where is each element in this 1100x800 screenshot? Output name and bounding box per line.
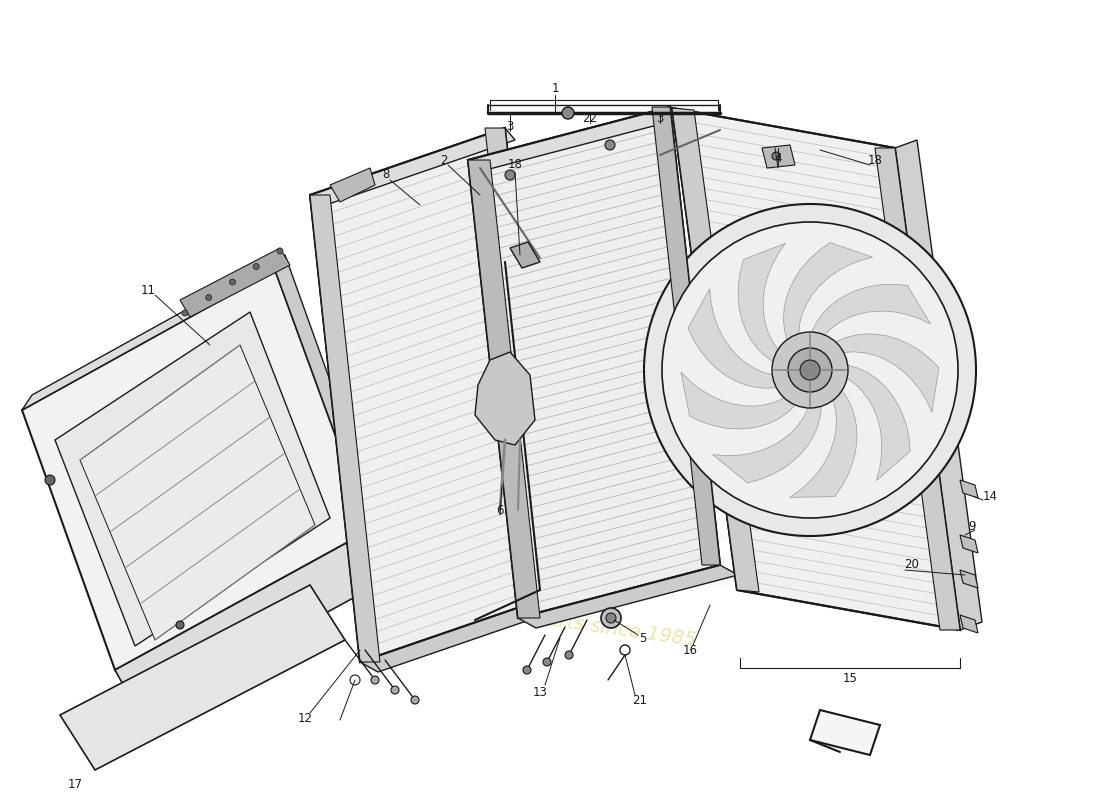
Circle shape — [772, 332, 848, 408]
Polygon shape — [468, 107, 720, 618]
Polygon shape — [688, 289, 784, 388]
Text: 18: 18 — [868, 154, 882, 166]
Polygon shape — [475, 352, 535, 445]
Circle shape — [601, 608, 621, 628]
Text: 12: 12 — [297, 711, 312, 725]
Polygon shape — [310, 128, 556, 662]
Text: 13: 13 — [532, 686, 548, 698]
Text: 3: 3 — [657, 111, 663, 125]
Circle shape — [45, 475, 55, 485]
Polygon shape — [738, 243, 785, 366]
Circle shape — [522, 666, 531, 674]
Polygon shape — [960, 615, 978, 633]
Polygon shape — [839, 364, 911, 481]
Text: 22: 22 — [583, 111, 597, 125]
Text: 9: 9 — [968, 521, 976, 534]
Polygon shape — [468, 160, 540, 618]
Polygon shape — [510, 242, 540, 268]
Polygon shape — [518, 565, 738, 628]
Polygon shape — [960, 570, 978, 588]
Polygon shape — [960, 535, 978, 553]
Polygon shape — [810, 710, 880, 755]
Polygon shape — [360, 595, 573, 672]
Polygon shape — [468, 107, 680, 172]
Polygon shape — [180, 248, 290, 317]
Text: 2: 2 — [440, 154, 448, 166]
Circle shape — [562, 107, 574, 119]
Polygon shape — [790, 384, 857, 498]
Text: EURO: EURO — [106, 439, 495, 561]
Polygon shape — [652, 107, 720, 565]
Circle shape — [411, 696, 419, 704]
Polygon shape — [810, 284, 931, 342]
Polygon shape — [713, 398, 822, 483]
Text: spares: spares — [450, 516, 749, 604]
Text: 8: 8 — [383, 169, 389, 182]
Circle shape — [606, 613, 616, 623]
Circle shape — [662, 222, 958, 518]
Polygon shape — [828, 334, 939, 412]
Circle shape — [371, 676, 380, 684]
Polygon shape — [895, 140, 982, 630]
Text: 20: 20 — [904, 558, 920, 571]
Text: 16: 16 — [682, 643, 697, 657]
Polygon shape — [783, 242, 872, 347]
Text: 5: 5 — [639, 631, 647, 645]
Circle shape — [800, 360, 820, 380]
Polygon shape — [485, 128, 556, 595]
Text: 3: 3 — [506, 119, 514, 133]
Text: 17: 17 — [67, 778, 82, 791]
Polygon shape — [672, 108, 759, 592]
Text: 4: 4 — [774, 151, 782, 165]
Polygon shape — [55, 312, 330, 646]
Circle shape — [230, 279, 235, 285]
Circle shape — [206, 294, 211, 301]
Polygon shape — [60, 585, 345, 770]
Polygon shape — [22, 255, 285, 410]
Polygon shape — [330, 168, 375, 202]
Polygon shape — [681, 372, 801, 429]
Text: 18: 18 — [507, 158, 522, 171]
Polygon shape — [762, 145, 795, 168]
Polygon shape — [874, 148, 960, 630]
Polygon shape — [310, 128, 515, 207]
Text: 14: 14 — [982, 490, 998, 502]
Text: 11: 11 — [141, 283, 155, 297]
Polygon shape — [22, 270, 370, 670]
Polygon shape — [116, 530, 395, 715]
Text: 21: 21 — [632, 694, 648, 706]
Circle shape — [390, 686, 399, 694]
Circle shape — [277, 248, 283, 254]
Circle shape — [543, 658, 551, 666]
Circle shape — [176, 621, 184, 629]
Circle shape — [772, 152, 780, 160]
Text: a passion for parts since 1985: a passion for parts since 1985 — [403, 590, 697, 650]
Circle shape — [644, 204, 976, 536]
Polygon shape — [80, 345, 315, 640]
Text: 6: 6 — [496, 503, 504, 517]
Circle shape — [605, 140, 615, 150]
Circle shape — [182, 310, 188, 316]
Circle shape — [565, 651, 573, 659]
Circle shape — [788, 348, 832, 392]
Text: 15: 15 — [843, 671, 857, 685]
Polygon shape — [310, 195, 380, 662]
Circle shape — [505, 170, 515, 180]
Polygon shape — [960, 480, 978, 498]
Text: 1: 1 — [551, 82, 559, 94]
Polygon shape — [672, 108, 960, 630]
Polygon shape — [275, 255, 380, 530]
Circle shape — [253, 263, 260, 270]
